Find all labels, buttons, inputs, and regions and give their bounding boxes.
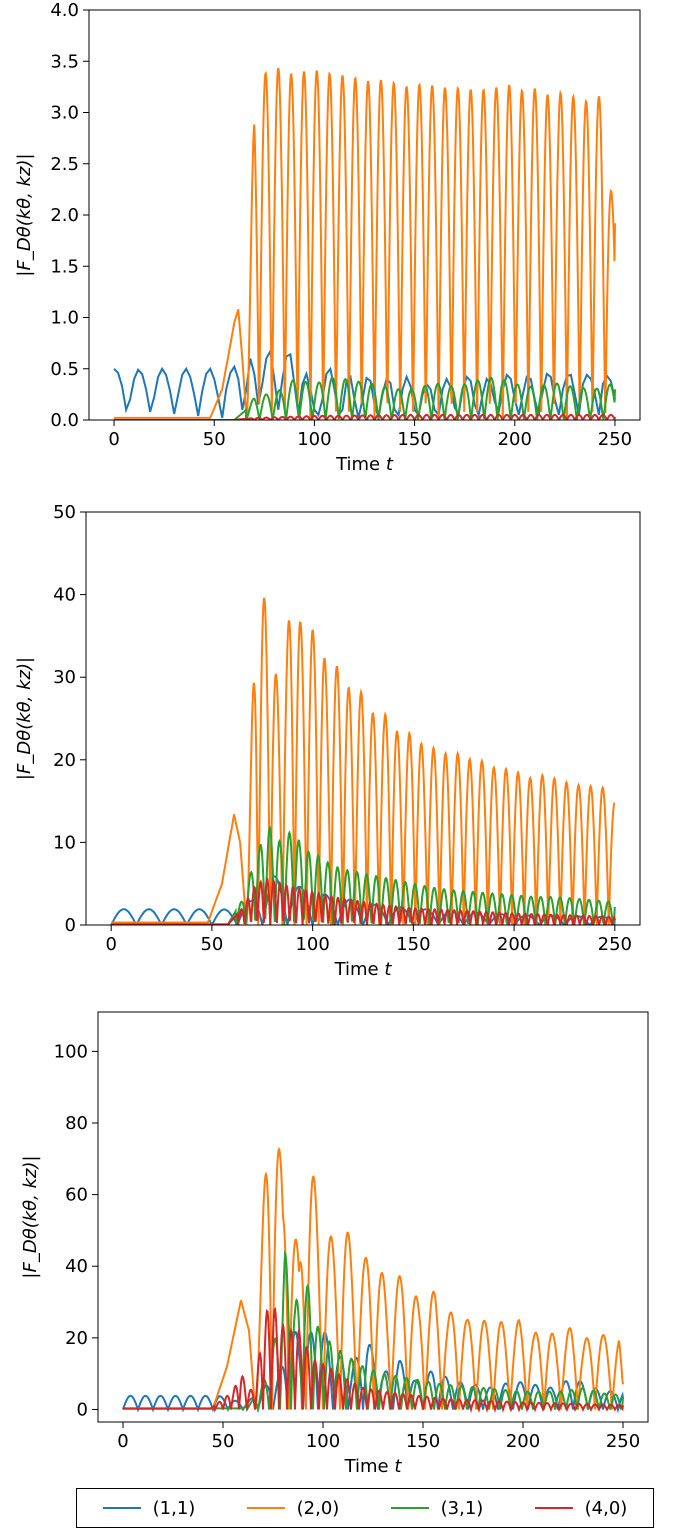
- x-axis-label-word: Time: [335, 454, 386, 475]
- series-line-2-0: [111, 597, 616, 925]
- y-tick-label: 3.0: [50, 103, 79, 124]
- legend-swatch-3-1: [390, 1507, 429, 1509]
- y-axis-label: |F_Dθ(kθ, kz)|: [14, 153, 35, 276]
- x-tick-label: 50: [212, 1431, 235, 1452]
- x-tick-label: 250: [598, 934, 632, 955]
- legend-swatch-1-1: [102, 1507, 141, 1509]
- legend-label-3-1: (3,1): [440, 1497, 484, 1519]
- legend-swatch-4-0: [534, 1507, 573, 1509]
- x-tick-label: 100: [297, 429, 331, 450]
- y-axis-label: |F_Dθ(kθ, kz)|: [20, 1155, 41, 1278]
- y-tick-label: 3.5: [50, 51, 79, 72]
- x-tick-label: 250: [598, 429, 632, 450]
- y-tick-label: 40: [65, 1256, 88, 1277]
- x-tick-label: 50: [203, 429, 226, 450]
- y-tick-label: 40: [53, 585, 76, 606]
- y-tick-label: 20: [65, 1328, 88, 1349]
- legend-label-2-0: (2,0): [296, 1497, 340, 1519]
- x-tick-label: 100: [295, 934, 329, 955]
- chart-panel-2: 0 50 100 150 200 250 0 10 20 30 40 50 Time t |F_Dθ(kθ…: [14, 502, 641, 980]
- y-tick-label: 100: [54, 1041, 88, 1062]
- y-tick-label: 1.5: [50, 256, 79, 277]
- y-tick-label: 0.5: [50, 359, 79, 380]
- y-tick-label: 50: [53, 502, 76, 523]
- y-tick-label: 20: [53, 750, 76, 771]
- series-line-1-1: [113, 348, 616, 419]
- x-tick-label: 100: [306, 1431, 340, 1452]
- series-line-4-0: [114, 413, 616, 420]
- x-axis-label-word: Time: [334, 959, 385, 980]
- figure-svg: 0 50 100 150 200 2500.00.51.01.52.02.53.03.54…: [14, 0, 649, 1477]
- x-tick-label: 150: [406, 1431, 440, 1452]
- y-tick-label: 0: [77, 1399, 88, 1420]
- series-line-4-0: [123, 1306, 624, 1414]
- x-tick-label: 250: [606, 1431, 640, 1452]
- y-tick-label: 2.5: [50, 154, 79, 175]
- x-tick-label: 150: [396, 934, 430, 955]
- plot-frame: [97, 1011, 649, 1423]
- legend-label-1-1: (1,1): [152, 1497, 196, 1519]
- y-tick-label: 30: [53, 667, 76, 688]
- x-axis-label: Time t: [334, 959, 393, 980]
- legend: (1,1) (2,0) (3,1) (4,0): [76, 1488, 654, 1528]
- x-axis-label-var: t: [384, 959, 392, 980]
- legend-item-1-1: (1,1): [102, 1497, 196, 1519]
- x-tick-label: 150: [397, 429, 431, 450]
- x-axis-label: Time t: [335, 454, 394, 475]
- y-tick-label: 0: [65, 915, 76, 936]
- y-tick-label: 10: [53, 832, 76, 853]
- x-axis-label: Time t: [344, 1456, 403, 1477]
- legend-item-3-1: (3,1): [390, 1497, 484, 1519]
- x-tick-label: 0: [108, 429, 119, 450]
- legend-item-2-0: (2,0): [246, 1497, 340, 1519]
- x-tick-label: 0: [117, 1431, 128, 1452]
- x-tick-label: 200: [506, 1431, 540, 1452]
- series-line-2-0: [114, 67, 616, 420]
- y-tick-label: 80: [65, 1113, 88, 1134]
- y-tick-label: 1.0: [50, 308, 79, 329]
- legend-label-4-0: (4,0): [584, 1497, 628, 1519]
- x-tick-label: 50: [200, 934, 223, 955]
- x-axis-label-word: Time: [344, 1456, 395, 1477]
- y-tick-label: 60: [65, 1185, 88, 1206]
- legend-item-4-0: (4,0): [534, 1497, 628, 1519]
- y-tick-label: 4.0: [50, 0, 79, 21]
- x-tick-label: 200: [497, 934, 531, 955]
- x-axis-label-var: t: [394, 1456, 402, 1477]
- x-tick-label: 200: [498, 429, 532, 450]
- x-axis-label-var: t: [386, 454, 394, 475]
- y-tick-label: 0.0: [50, 410, 79, 431]
- y-tick-label: 2.0: [50, 205, 79, 226]
- legend-swatch-2-0: [246, 1507, 285, 1509]
- plot-frame: [85, 511, 641, 926]
- y-axis-label: |F_Dθ(kθ, kz)|: [14, 657, 35, 780]
- x-tick-label: 0: [105, 934, 116, 955]
- chart-panel-1: 0 50 100 150 200 250 0.0 0.5 1.0 1.5 2.0 2.5 3.0 3.5 4…: [14, 0, 641, 475]
- series-line-3-1: [114, 376, 616, 420]
